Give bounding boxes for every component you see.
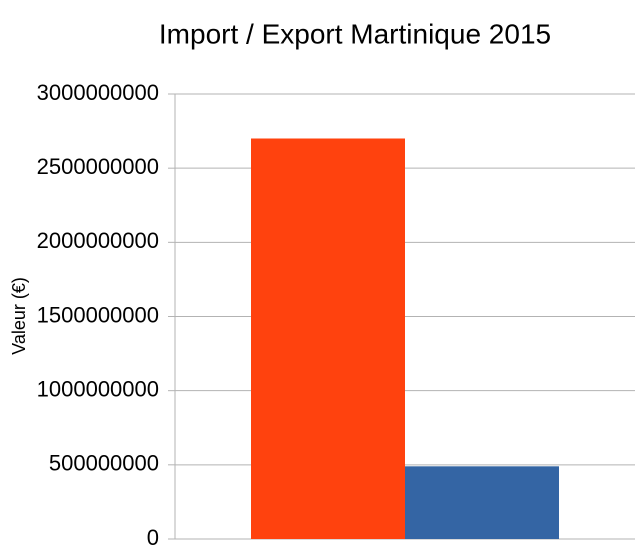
y-axis-label: Valeur (€) [9,277,29,355]
y-tick-label: 2500000000 [37,154,159,179]
y-tick-label: 3000000000 [37,80,159,105]
y-tick-label: 1000000000 [37,376,159,401]
chart-title: Import / Export Martinique 2015 [159,18,551,49]
bar [405,466,559,539]
y-tick-label: 0 [147,525,159,545]
y-tick-label: 1500000000 [37,302,159,327]
y-tick-label: 500000000 [49,451,159,476]
y-tick-label: 2000000000 [37,228,159,253]
bar [251,138,405,539]
